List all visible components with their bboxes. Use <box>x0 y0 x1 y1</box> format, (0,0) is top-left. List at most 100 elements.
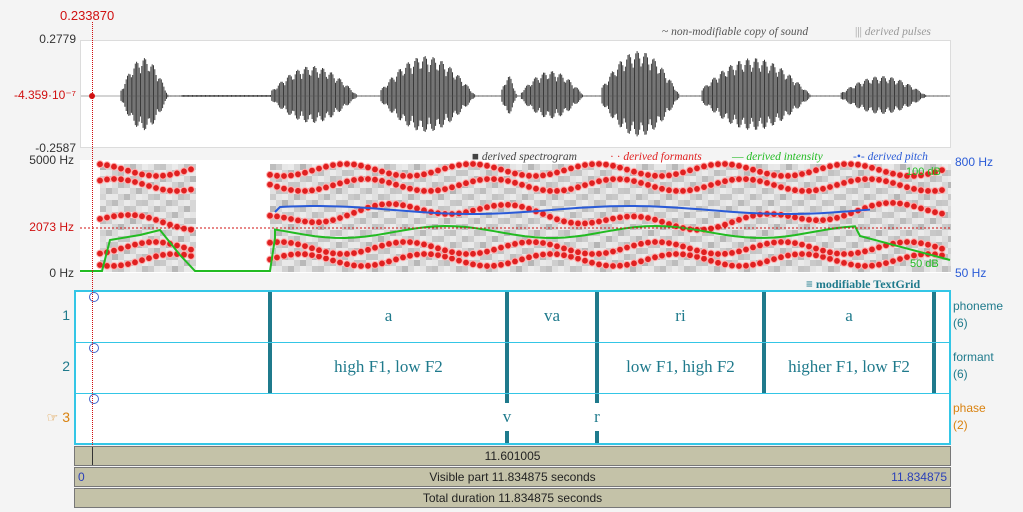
tier2-interval-low-f1-high-f2[interactable]: low F1, high F2 <box>626 357 735 376</box>
tier3-point-tick[interactable] <box>595 431 599 443</box>
tier-3-number[interactable]: ☞ 3 <box>46 409 70 425</box>
spectrogram-cell <box>402 224 408 230</box>
spectrogram-cell <box>100 224 106 230</box>
spectrogram-cell <box>720 182 726 188</box>
spectrogram-cell <box>612 194 618 200</box>
spectrogram-cell <box>438 182 444 188</box>
spectrogram-cell <box>858 242 864 248</box>
formant-point <box>350 160 358 169</box>
spectrogram-cell <box>510 230 516 236</box>
spectrogram-cell <box>738 194 744 200</box>
formant-point <box>266 170 274 179</box>
spectrogram-cell <box>178 182 184 188</box>
tier3-cursor-marker <box>89 394 99 404</box>
tier2-boundary[interactable] <box>762 343 766 393</box>
formant-point <box>588 258 596 267</box>
spectrogram-cell <box>576 266 582 272</box>
tier-1-number[interactable]: 1 <box>62 307 70 323</box>
waveform-legend-copy: ~ non-modifiable copy of sound <box>662 26 809 38</box>
spectrogram-cell <box>768 266 774 272</box>
formant-point <box>336 250 344 258</box>
tier3-point-tick[interactable] <box>505 394 509 403</box>
tier1-boundary[interactable] <box>268 292 272 342</box>
tier3-point-tick[interactable] <box>595 394 599 403</box>
spectrogram-cell <box>738 182 744 188</box>
tier1-interval-ri[interactable]: ri <box>675 306 686 325</box>
spectrogram-cell <box>486 170 492 176</box>
tier-2-number[interactable]: 2 <box>62 358 70 374</box>
spectrogram-cell <box>408 248 414 254</box>
formant-point <box>490 175 498 184</box>
tier1-interval-va[interactable]: va <box>543 306 561 325</box>
formant-point <box>159 251 167 259</box>
visible-part-bar[interactable]: 0 Visible part 11.834875 seconds 11.8348… <box>74 467 951 487</box>
formant-point <box>322 254 330 263</box>
formant-point <box>637 213 645 221</box>
tier-1-name[interactable]: phoneme (6) <box>953 299 1004 330</box>
tier3-point-tick[interactable] <box>505 431 509 443</box>
formant-point <box>166 250 174 258</box>
spectrogram-cell <box>600 200 606 206</box>
spectrogram-cell <box>828 200 834 206</box>
spectrogram-cell <box>648 206 654 212</box>
tier1-interval-a2[interactable]: a <box>845 306 853 325</box>
tier2-boundary[interactable] <box>268 343 272 393</box>
spectrogram-cell <box>178 248 184 254</box>
spectrogram-cell <box>312 260 318 266</box>
spectrogram-cell <box>306 260 312 266</box>
total-duration-bar[interactable]: Total duration 11.834875 seconds <box>74 488 951 508</box>
tier3-point-r[interactable]: r <box>594 407 600 426</box>
spectrogram-cell <box>390 248 396 254</box>
textgrid-panel[interactable]: a va ri a high F1, low F2 low F1, high F… <box>74 290 951 445</box>
spectrogram-cell <box>882 248 888 254</box>
selection-duration-bar[interactable]: 11.601005 <box>74 446 951 466</box>
spectrogram-cell <box>366 182 372 188</box>
spectrogram-cell <box>324 200 330 206</box>
spectrogram-cell <box>456 218 462 224</box>
spectrogram-cell <box>172 230 178 236</box>
spectrogram-cell <box>166 200 172 206</box>
spectrogram-cell <box>918 200 924 206</box>
spectrogram-cell <box>654 194 660 200</box>
spectrogram-cell <box>822 182 828 188</box>
spectrogram-cell <box>912 182 918 188</box>
tier1-boundary[interactable] <box>595 292 599 342</box>
formant-point <box>889 199 897 207</box>
spectrogram-cell <box>948 266 951 272</box>
tier1-boundary[interactable] <box>932 292 936 342</box>
spectrogram-panel[interactable] <box>80 160 951 273</box>
spectrogram-cell <box>178 266 184 272</box>
spectrogram-cell <box>588 188 594 194</box>
tier2-boundary[interactable] <box>932 343 936 393</box>
spectrogram-cell <box>576 236 582 242</box>
spectrogram-cell <box>774 224 780 230</box>
tier2-boundary[interactable] <box>505 343 509 393</box>
formant-point <box>420 240 428 249</box>
tier3-point-v[interactable]: v <box>502 407 512 426</box>
tier1-interval-a[interactable]: a <box>384 306 393 325</box>
spectrogram-cell <box>822 224 828 230</box>
formant-point <box>861 162 869 170</box>
formant-point <box>329 216 337 224</box>
spectrogram-cell <box>822 176 828 182</box>
spectrogram-cell <box>738 212 744 218</box>
tier-2-name[interactable]: formant (6) <box>953 350 994 381</box>
spectrogram-cell <box>948 224 951 230</box>
spectrogram-cell <box>786 230 792 236</box>
tier1-boundary[interactable] <box>762 292 766 342</box>
formant-point <box>623 243 631 252</box>
tier-3-name[interactable]: phase (2) <box>953 401 986 432</box>
tier2-interval-higher-f1-low-f2[interactable]: higher F1, low F2 <box>788 357 910 376</box>
formant-point <box>602 216 610 224</box>
tier1-boundary[interactable] <box>505 292 509 342</box>
tier2-boundary[interactable] <box>595 343 599 393</box>
spectrogram-cell <box>576 212 582 218</box>
spectrogram-cell <box>660 164 666 170</box>
spectrogram-cell <box>384 236 390 242</box>
spectrogram-cell <box>930 230 936 236</box>
spectrogram-cell <box>148 200 154 206</box>
spectrogram-cell <box>582 176 588 182</box>
waveform-panel[interactable] <box>80 40 951 148</box>
spectrogram-cell <box>822 236 828 242</box>
tier2-interval-high-f1-low-f2[interactable]: high F1, low F2 <box>334 357 443 376</box>
